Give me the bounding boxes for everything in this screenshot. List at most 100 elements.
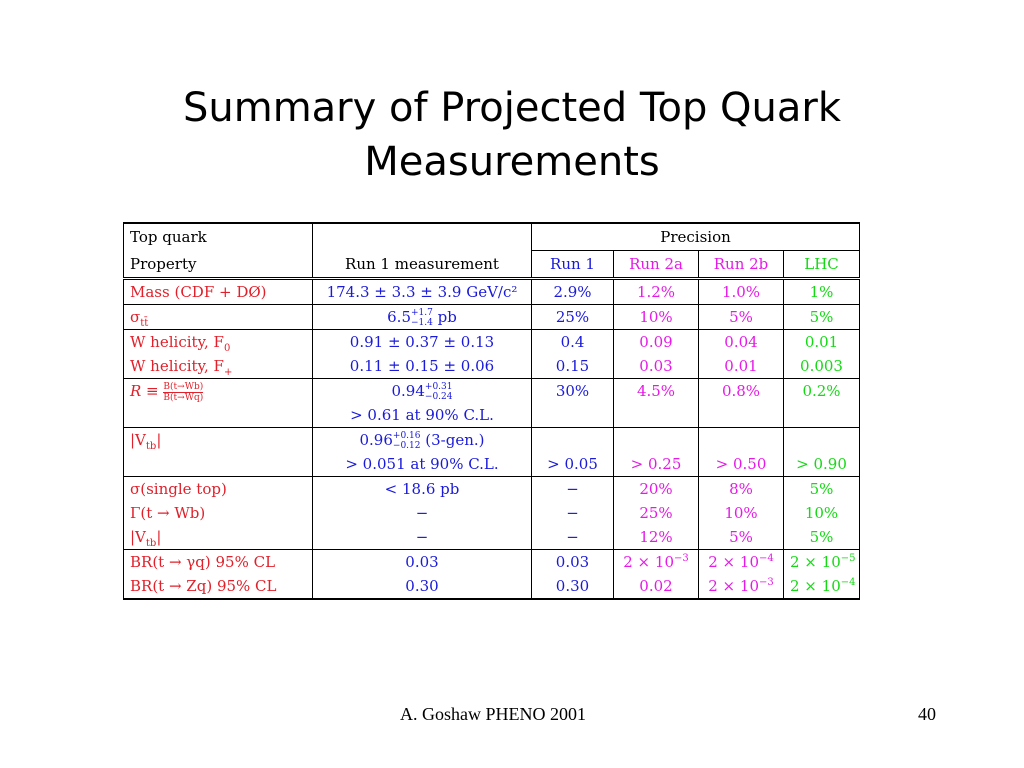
header-run2a: Run 2a	[613, 250, 699, 279]
table-row: BR(t → γq) 95% CL 0.03 0.03 2 × 10−3 2 ×…	[123, 549, 861, 574]
footer-text: A. Goshaw PHENO 2001	[400, 704, 586, 724]
cell-run2b: 1.0%	[698, 277, 784, 305]
row-measurement-single-top: < 18.6 pb	[312, 476, 532, 501]
cell-run2b: 0.8%	[698, 378, 784, 403]
row-property-w-helicity-fplus: W helicity, F+	[123, 354, 313, 379]
table-row: |Vtb| 0.96 +0.16 −0.12 (3-gen.)	[123, 427, 861, 452]
cell-lhc: > 0.90	[782, 452, 861, 477]
row-measurement-vtb: 0.96 +0.16 −0.12 (3-gen.)	[312, 427, 532, 452]
cell-run1: > 0.05	[531, 452, 614, 477]
cell-run2a: 0.02	[613, 574, 699, 600]
cell-text: 0.94	[391, 382, 425, 400]
cell-run2b: 2 × 10−3	[698, 574, 784, 600]
cell-text: 2 × 10	[790, 553, 841, 571]
table-row: Γ(t → Wb) − − 25% 10% 10%	[123, 501, 861, 525]
header-lhc: LHC	[782, 250, 861, 279]
cell-run2a: 20%	[613, 476, 699, 501]
cell-run2b: 5%	[698, 304, 784, 330]
cell-run2a: 0.03	[613, 354, 699, 379]
cell-run2a: > 0.25	[613, 452, 699, 477]
header-run2b: Run 2b	[698, 250, 784, 279]
fraction-denominator: B(t→Wq)	[163, 392, 204, 403]
cell-lhc: 5%	[782, 476, 861, 501]
row-measurement-vtb-limit: > 0.051 at 90% C.L.	[312, 452, 532, 477]
cell-run2b: > 0.50	[698, 452, 784, 477]
cell-run2a: 2 × 10−3	[613, 549, 699, 574]
table-row: W helicity, F0 0.91 ± 0.37 ± 0.13 0.4 0.…	[123, 329, 861, 354]
cell-text: |V	[130, 431, 146, 449]
row-measurement-mass: 174.3 ± 3.3 ± 3.9 GeV/c²	[312, 277, 532, 305]
cell-run1: 2.9%	[531, 277, 614, 305]
slide-title-line-1: Summary of Projected Top Quark	[182, 85, 842, 131]
cell-superscript: +0.31	[424, 382, 453, 392]
header-precision: Precision	[530, 222, 861, 251]
header-row-2: Property Run 1 measurement Run 1 Run 2a …	[123, 250, 861, 279]
cell-lhc: 2 × 10−4	[782, 574, 861, 600]
cell-run1: 0.4	[531, 329, 614, 354]
cell-unit: pb	[432, 308, 457, 326]
cell-run2b: 8%	[698, 476, 784, 501]
cell-run1: 25%	[531, 304, 614, 330]
table-row: > 0.61 at 90% C.L.	[123, 403, 861, 428]
cell-text: |V	[130, 528, 146, 546]
table-row: σtt̄ 6.5 +1.7 −1.4 pb 25% 10% 5% 5%	[123, 304, 861, 330]
cell-subscript: tt̄	[140, 318, 149, 329]
cell-subscript: −1.4	[411, 318, 433, 328]
header-property-line2: Property	[123, 250, 313, 279]
cell-lhc: 10%	[782, 501, 861, 525]
cell-lhc: 2 × 10−5	[782, 549, 861, 574]
cell-run1: 0.03	[531, 549, 614, 574]
cell-text: W helicity, F	[130, 357, 224, 375]
cell-text: W helicity, F	[130, 333, 224, 351]
table-row: W helicity, F+ 0.11 ± 0.15 ± 0.06 0.15 0…	[123, 354, 861, 379]
cell-run1: 30%	[531, 378, 614, 403]
cell-text: σ	[130, 308, 141, 326]
row-property-vtb: |Vtb|	[123, 427, 313, 452]
cell-lhc: 1%	[782, 277, 861, 305]
row-property-single-top: σ(single top)	[123, 476, 313, 501]
row-measurement-br-z-q: 0.30	[312, 574, 532, 600]
cell-run2a: 25%	[613, 501, 699, 525]
cell-text: 2 × 10	[623, 553, 674, 571]
row-measurement-gamma: −	[312, 501, 532, 525]
cell-superscript: +0.16	[392, 431, 421, 441]
cell-subscript: −0.12	[392, 441, 421, 451]
cell-subscript: +	[223, 367, 233, 378]
cell-superscript: +1.7	[411, 308, 433, 318]
cell-subscript: −0.24	[424, 392, 453, 402]
table-row: σ(single top) < 18.6 pb − 20% 8% 5%	[123, 476, 861, 501]
projections-table: Top quark Precision Property Run 1 measu…	[123, 222, 861, 608]
cell-run2b: 0.04	[698, 329, 784, 354]
cell-run2b: 2 × 10−4	[698, 549, 784, 574]
fraction-numerator: B(t→Wb)	[163, 381, 204, 393]
cell-text: 0.96	[359, 431, 393, 449]
cell-text: |	[156, 431, 162, 449]
cell-text: R ≡	[130, 382, 164, 400]
cell-exponent: −4	[759, 553, 774, 564]
slide-title-line-2: Measurements	[364, 139, 660, 185]
table-row: Mass (CDF + DØ) 174.3 ± 3.3 ± 3.9 GeV/c²…	[123, 277, 861, 305]
cell-text: 2 × 10	[790, 577, 841, 595]
row-property-br-gamma-q: BR(t → γq) 95% CL	[123, 549, 313, 574]
table-row: R ≡ B(t→Wb) B(t→Wq) 0.94 +0.31 −0.24 30% 4.…	[123, 378, 861, 403]
cell-run1: 0.15	[531, 354, 614, 379]
cell-run1: −	[531, 525, 614, 550]
cell-run2a: 4.5%	[613, 378, 699, 403]
cell-run1: −	[531, 476, 614, 501]
row-property-r-ratio: R ≡ B(t→Wb) B(t→Wq)	[123, 378, 313, 403]
row-measurement-sigma: 6.5 +1.7 −1.4 pb	[312, 304, 532, 330]
row-property-vtb-direct: |Vtb|	[123, 525, 313, 550]
header-run1-measurement: Run 1 measurement	[312, 250, 532, 279]
cell-run1: −	[531, 501, 614, 525]
row-measurement-br-gamma-q: 0.03	[312, 549, 532, 574]
cell-exponent: −5	[840, 553, 856, 564]
cell-text: 6.5	[387, 308, 411, 326]
cell-run2a: 1.2%	[613, 277, 699, 305]
cell-subscript: tb	[145, 538, 157, 549]
cell-lhc: 0.2%	[782, 378, 861, 403]
cell-unit: (3-gen.)	[420, 431, 485, 449]
row-measurement-r-ratio: 0.94 +0.31 −0.24	[312, 378, 532, 403]
cell-run2b: 5%	[698, 525, 784, 550]
header-property-line1: Top quark	[123, 222, 313, 251]
row-property-w-helicity-f0: W helicity, F0	[123, 329, 313, 354]
